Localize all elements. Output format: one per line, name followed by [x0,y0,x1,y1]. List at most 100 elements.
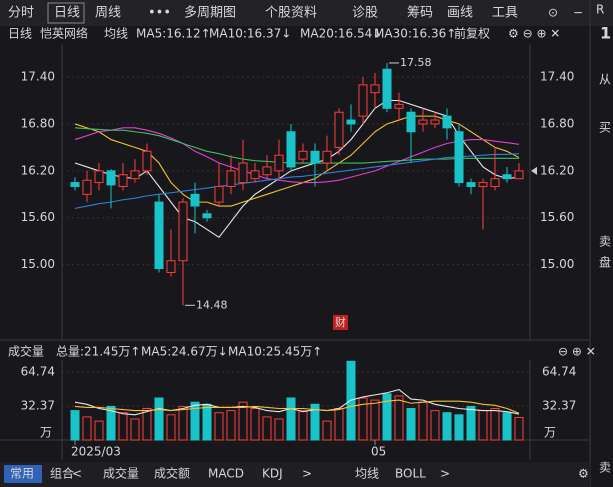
candle-body [154,201,164,270]
y-tick-label-right: 16.80 [540,116,574,130]
icon[interactable]: ⚙ ⊖ ⊕ ✕ [508,27,560,41]
candle-body [202,213,212,219]
volume-bar [154,397,164,441]
bottom-tab[interactable]: 成交额 [154,466,190,481]
volume-bar [442,412,452,441]
candle-body [406,111,416,133]
volume-bar [382,393,392,441]
candle-body [418,119,428,125]
toolbar-tab[interactable]: 诊股 [352,6,378,21]
header-name: 恺英网络 [40,26,88,41]
candle-body [238,162,248,184]
toolbar-tab[interactable]: 周线 [95,6,121,21]
header-ma_type: 均线 [104,27,128,41]
y-tick-label: 16.80 [21,116,55,130]
candle-body [322,150,332,164]
y-tick-label: 15.00 [21,257,55,271]
candle-body [286,131,296,168]
volume-bar [514,416,524,441]
side-text: 卖 [599,461,611,475]
volume-label: MA10:25.45万↑ [228,345,322,359]
icon[interactable]: > [302,467,312,481]
badge[interactable]: 财 [335,315,346,329]
y-tick-label-right: 16.20 [540,163,574,177]
bottom-tab[interactable]: 组合 [50,466,74,481]
toolbar-tab[interactable]: 分时 [8,6,34,21]
ma-label: MA10:16.37↓ [209,27,291,41]
toolbar-tab[interactable]: 画线 [447,6,473,21]
y-tick-label-right: 64.74 [542,365,576,379]
ma-label: MA20:16.54↓ [300,27,382,41]
annotation: 17.58 [400,56,432,69]
bottom-tab[interactable]: 常用 [10,467,34,481]
volume-bar [190,401,200,441]
ma-line [74,127,520,184]
toolbar-tab[interactable]: 日线 [54,6,80,21]
icon[interactable]: < [72,467,82,481]
bottom-tab[interactable]: BOLL [395,467,426,481]
volume-bar [94,420,104,441]
header-period: 日线 [8,27,32,41]
icon[interactable]: ⊖ ⊕ ✕ [558,345,596,359]
toolbar-tab[interactable]: 个股资料 [265,6,317,21]
volume-bar [142,408,152,441]
candle-body [454,131,464,184]
candle-body [250,170,260,180]
icon[interactable]: − [573,6,583,20]
toolbar-tab[interactable]: 筹码 [407,5,433,21]
candle-body [394,103,404,109]
candle-body [106,170,116,186]
candle-body [514,170,524,180]
volume-bar [178,405,188,441]
volume-bar [334,408,344,441]
candle-body [166,260,176,273]
y-tick-label: 15.60 [21,210,55,224]
candle-body [262,166,272,176]
volume-bar [322,420,332,441]
bottom-tab[interactable]: MACD [208,467,244,481]
unit-label: 万 [40,426,52,440]
volume-bar [358,397,368,441]
bottom-tab[interactable]: 成交量 [103,466,139,481]
volume-bar [310,403,320,441]
side-text: 1 [600,24,611,43]
active-bottom-tab [4,465,42,483]
ma-line [74,99,520,239]
ma-label: MA5:16.12↑ [136,27,211,41]
candle-body [310,150,320,164]
volume-bar [394,395,404,441]
volume-bar [166,414,176,441]
price-marker [531,166,537,175]
candle-body [274,154,284,172]
side-text: 盘 [599,255,611,270]
side-text: 卖 [599,235,611,249]
x-tick-label: 2025/03 [71,445,121,459]
icon[interactable]: ⊙ [548,6,558,20]
volume-bar [130,418,140,441]
candle-body [430,119,440,125]
volume-bar [274,418,284,441]
bottom-tab[interactable]: KDJ [262,467,283,481]
candle-body [214,185,224,203]
volume-bar [250,408,260,441]
toolbar-tab[interactable]: 工具 [492,6,518,21]
toolbar-tab[interactable]: 多周期图 [184,5,236,21]
candle-body [502,174,512,180]
side-text: R [596,3,604,17]
y-tick-label-right: 15.00 [540,257,574,271]
volume-bar [466,405,476,441]
volume-bar [406,408,416,441]
y-tick-label-right: 17.40 [540,70,574,84]
volume-ma-line [74,389,520,416]
candle-body [346,119,356,125]
toolbar-tab[interactable]: ••• [148,6,171,21]
bottom-tab[interactable]: 均线 [355,467,379,481]
y-tick-label: 17.40 [21,70,55,84]
volume-bar [82,416,92,441]
volume-bar [478,410,488,441]
icon[interactable]: ⚙ [578,467,589,481]
candle-body [442,115,452,129]
icon[interactable]: > [440,467,450,481]
volume-bar [118,412,128,441]
